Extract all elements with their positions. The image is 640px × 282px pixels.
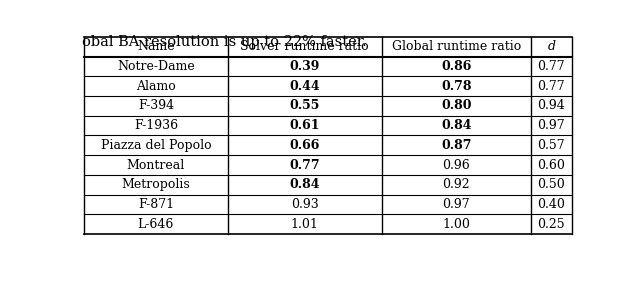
Text: 0.96: 0.96 — [442, 158, 470, 171]
Text: 0.93: 0.93 — [291, 198, 319, 211]
Text: obal BA resolution is up to 22% faster.: obal BA resolution is up to 22% faster. — [81, 35, 366, 49]
Text: 0.94: 0.94 — [538, 100, 565, 113]
Text: 0.50: 0.50 — [538, 178, 565, 191]
Text: 0.60: 0.60 — [538, 158, 565, 171]
Text: L-646: L-646 — [138, 218, 174, 231]
Text: 0.44: 0.44 — [289, 80, 320, 93]
Text: 0.55: 0.55 — [290, 100, 320, 113]
Text: 0.92: 0.92 — [442, 178, 470, 191]
Text: 0.97: 0.97 — [538, 119, 565, 132]
Text: 0.25: 0.25 — [538, 218, 565, 231]
Text: 0.57: 0.57 — [538, 139, 565, 152]
Text: Alamo: Alamo — [136, 80, 176, 93]
Text: Name: Name — [137, 40, 175, 53]
Text: 0.39: 0.39 — [290, 60, 320, 73]
Text: 0.77: 0.77 — [289, 158, 320, 171]
Text: Global runtime ratio: Global runtime ratio — [392, 40, 521, 53]
Text: 0.97: 0.97 — [442, 198, 470, 211]
Text: F-394: F-394 — [138, 100, 174, 113]
Text: 0.84: 0.84 — [289, 178, 320, 191]
Text: 0.87: 0.87 — [441, 139, 472, 152]
Text: 0.66: 0.66 — [290, 139, 320, 152]
Text: 0.86: 0.86 — [441, 60, 471, 73]
Text: 0.77: 0.77 — [538, 60, 565, 73]
Text: 0.77: 0.77 — [538, 80, 565, 93]
Text: Solver runtime ratio: Solver runtime ratio — [241, 40, 369, 53]
Text: 0.40: 0.40 — [538, 198, 565, 211]
Text: d: d — [547, 40, 556, 53]
Text: 0.61: 0.61 — [289, 119, 320, 132]
Text: F-871: F-871 — [138, 198, 174, 211]
Text: 0.78: 0.78 — [441, 80, 472, 93]
Text: Notre-Dame: Notre-Dame — [117, 60, 195, 73]
Text: 0.84: 0.84 — [441, 119, 472, 132]
Text: 0.80: 0.80 — [441, 100, 472, 113]
Text: Piazza del Popolo: Piazza del Popolo — [100, 139, 211, 152]
Text: Metropolis: Metropolis — [122, 178, 190, 191]
Text: Montreal: Montreal — [127, 158, 185, 171]
Text: 1.00: 1.00 — [442, 218, 470, 231]
Text: 1.01: 1.01 — [291, 218, 319, 231]
Text: F-1936: F-1936 — [134, 119, 178, 132]
